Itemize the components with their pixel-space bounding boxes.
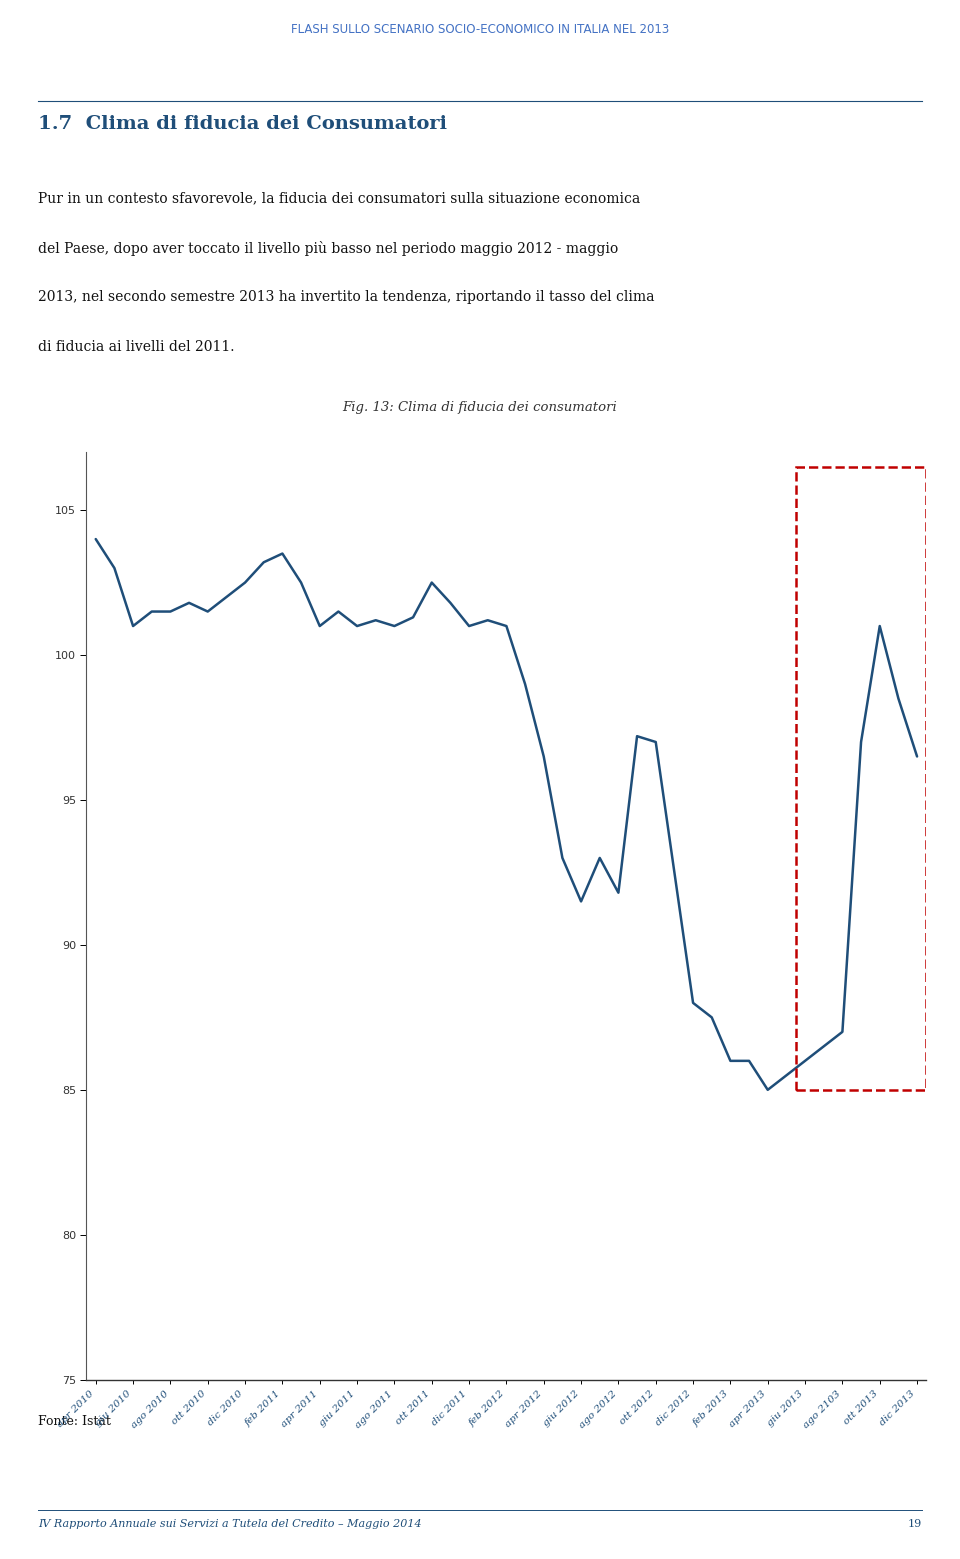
Text: IV Rapporto Annuale sui Servizi a Tutela del Credito – Maggio 2014: IV Rapporto Annuale sui Servizi a Tutela… bbox=[38, 1518, 422, 1528]
Text: 2013, nel secondo semestre 2013 ha invertito la tendenza, riportando il tasso de: 2013, nel secondo semestre 2013 ha inver… bbox=[38, 290, 655, 304]
Bar bbox=[796, 466, 926, 1090]
Text: di fiducia ai livelli del 2011.: di fiducia ai livelli del 2011. bbox=[38, 340, 235, 354]
Text: 1.7  Clima di fiducia dei Consumatori: 1.7 Clima di fiducia dei Consumatori bbox=[38, 115, 447, 133]
Text: 19: 19 bbox=[907, 1518, 922, 1528]
Text: Pur in un contesto sfavorevole, la fiducia dei consumatori sulla situazione econ: Pur in un contesto sfavorevole, la fiduc… bbox=[38, 192, 640, 206]
Text: Fonte: Istat: Fonte: Istat bbox=[38, 1416, 111, 1428]
Text: Fig. 13: Clima di fiducia dei consumatori: Fig. 13: Clima di fiducia dei consumator… bbox=[343, 401, 617, 415]
Text: FLASH SULLO SCENARIO SOCIO-ECONOMICO IN ITALIA NEL 2013: FLASH SULLO SCENARIO SOCIO-ECONOMICO IN … bbox=[291, 23, 669, 36]
Text: del Paese, dopo aver toccato il livello più basso nel periodo maggio 2012 - magg: del Paese, dopo aver toccato il livello … bbox=[38, 240, 618, 256]
